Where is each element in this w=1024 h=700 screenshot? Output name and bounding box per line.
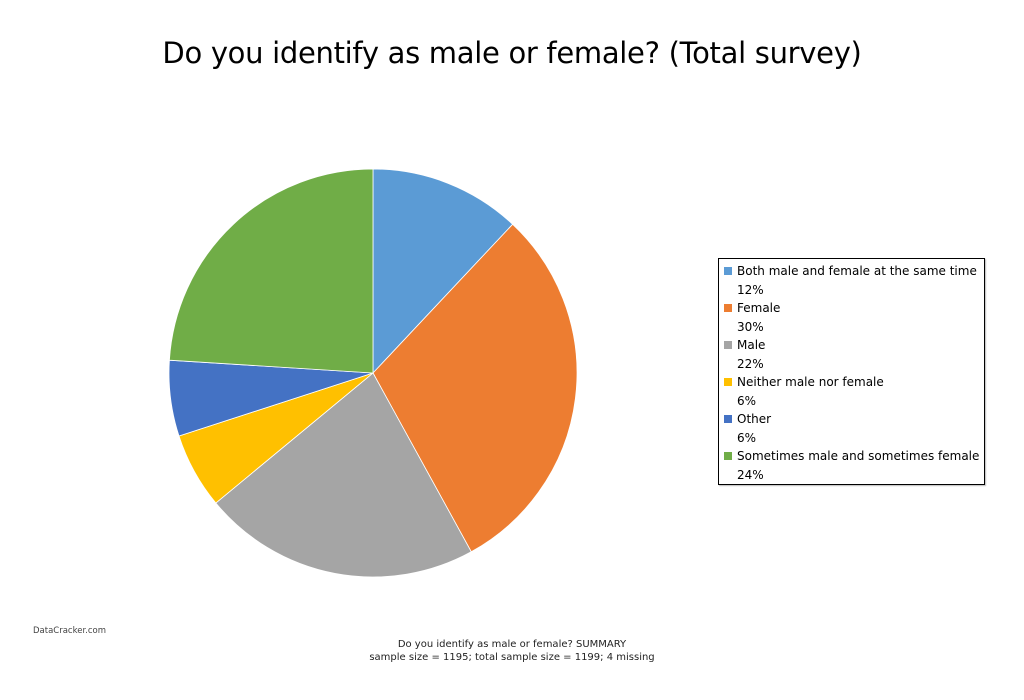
footer-summary: Do you identify as male or female? SUMMA… (397, 639, 627, 650)
legend-percent: 30% (737, 319, 764, 334)
legend-item: Both male and female at the same time 12… (722, 262, 984, 299)
legend-label: Female (737, 301, 781, 315)
pie-slice (215, 372, 472, 578)
legend-swatch-icon (724, 452, 732, 461)
legend-item: Male 22% (722, 336, 984, 373)
legend-label: Male (737, 338, 766, 352)
legend-swatch-icon (724, 304, 732, 313)
legend-item: Female 30% (722, 299, 984, 336)
legend-percent: 6% (737, 430, 757, 445)
legend-label: Both male and female at the same time (737, 264, 977, 278)
legend-swatch-icon (724, 415, 732, 424)
legend-item: Other 6% (722, 410, 984, 447)
legend-percent: 6% (737, 393, 757, 408)
legend-swatch-icon (724, 267, 732, 276)
legend-item: Neither male nor female 6% (722, 373, 984, 410)
pie-slice (168, 168, 374, 374)
chart-footer: Do you identify as male or female? SUMMA… (300, 638, 724, 664)
legend-percent: 22% (737, 356, 764, 371)
legend-label: Neither male nor female (737, 375, 884, 389)
legend-swatch-icon (724, 341, 732, 350)
chart-title: Do you identify as male or female? (Tota… (162, 36, 862, 70)
brand-watermark: DataCracker.com (33, 626, 107, 636)
footer-sample-size: sample size = 1195; total sample size = … (369, 652, 655, 663)
legend: Both male and female at the same time 12… (718, 258, 985, 485)
pie-slice (372, 223, 578, 553)
legend-swatch-icon (724, 378, 732, 387)
legend-percent: 24% (737, 467, 764, 482)
legend-label: Sometimes male and sometimes female (737, 449, 980, 463)
pie-slice (372, 168, 514, 375)
legend-percent: 12% (737, 282, 764, 297)
legend-item: Sometimes male and sometimes female 24% (722, 447, 984, 484)
legend-label: Other (737, 412, 772, 426)
